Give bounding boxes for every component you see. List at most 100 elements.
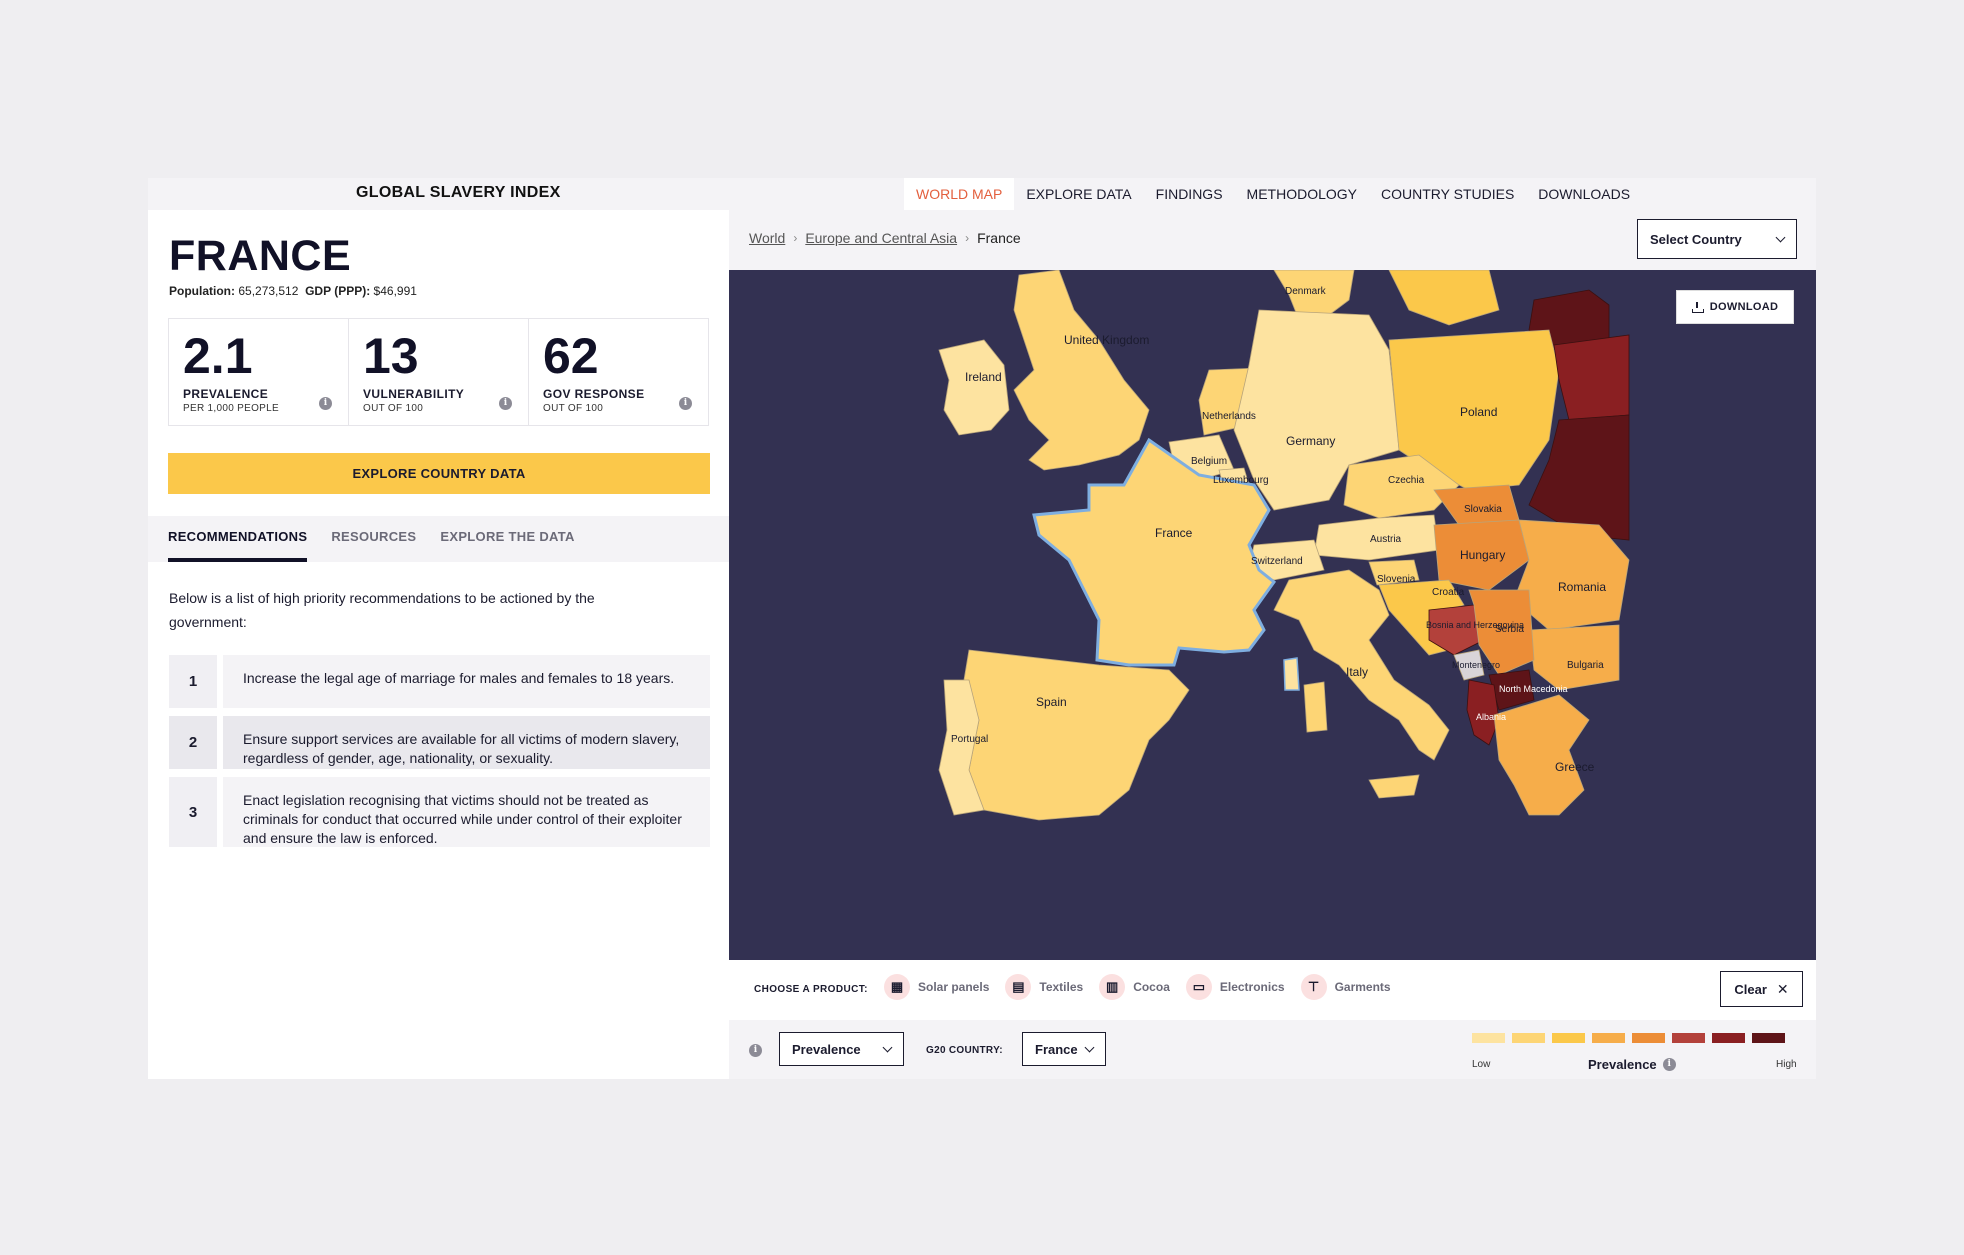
product-filter-bar: CHOOSE A PRODUCT: ▦ Solar panels ▤ Texti… xyxy=(729,960,1816,1020)
info-icon[interactable]: i xyxy=(499,397,512,410)
legend-title-text: Prevalence xyxy=(1588,1057,1657,1072)
country-title: FRANCE xyxy=(169,232,352,280)
product-solar-panels[interactable]: ▦ Solar panels xyxy=(884,974,989,1000)
select-country-dropdown[interactable]: Select Country xyxy=(1637,219,1797,259)
product-label: Cocoa xyxy=(1133,980,1170,994)
stat-label: PREVALENCE xyxy=(183,387,269,401)
tab-resources[interactable]: RESOURCES xyxy=(331,529,417,544)
recommendations-intro: Below is a list of high priority recomme… xyxy=(169,590,595,630)
info-icon[interactable]: i xyxy=(1662,1058,1676,1071)
breadcrumb-current: France xyxy=(977,230,1021,246)
legend-swatch xyxy=(1672,1033,1705,1043)
legend-swatch xyxy=(1512,1033,1545,1043)
map-svg xyxy=(938,270,1630,821)
info-icon[interactable]: i xyxy=(319,397,332,410)
list-item: 1 Increase the legal age of marriage for… xyxy=(169,655,710,708)
brand-logo[interactable]: GLOBAL SLAVERY INDEX xyxy=(356,184,561,201)
select-country-label: Select Country xyxy=(1650,231,1742,247)
clear-label: Clear xyxy=(1734,981,1767,997)
country-czechia xyxy=(1343,454,1460,519)
legend-low-label: Low xyxy=(1472,1059,1491,1070)
map-label-romania: Romania xyxy=(1558,580,1607,594)
map-label-czechia: Czechia xyxy=(1388,475,1425,486)
cocoa-icon: ▥ xyxy=(1099,974,1126,1000)
explore-country-data-button[interactable]: EXPLORE COUNTRY DATA xyxy=(168,453,710,494)
stats-row: 2.1 PREVALENCE PER 1,000 PEOPLE i 13 VUL… xyxy=(168,318,709,426)
product-textiles[interactable]: ▤ Textiles xyxy=(1005,974,1083,1000)
country-bosnia xyxy=(1428,604,1485,656)
map-label-spain: Spain xyxy=(1036,695,1067,709)
breadcrumb-world[interactable]: World xyxy=(749,230,786,246)
stat-vulnerability: 13 VULNERABILITY OUT OF 100 i xyxy=(349,319,529,425)
map-label-slovakia: Slovakia xyxy=(1464,504,1502,515)
country-spain xyxy=(963,649,1190,821)
close-icon: ✕ xyxy=(1776,980,1789,997)
chevron-down-icon xyxy=(1775,232,1786,242)
solar-panel-icon: ▦ xyxy=(884,974,910,1000)
textiles-icon: ▤ xyxy=(1005,974,1032,1000)
map-label-croatia: Croatia xyxy=(1432,587,1465,598)
map-label-austria: Austria xyxy=(1370,534,1402,545)
nav-explore-data[interactable]: EXPLORE DATA xyxy=(1026,186,1132,202)
map-label-portugal: Portugal xyxy=(951,734,989,745)
map-panel: World › Europe and Central Asia › France… xyxy=(729,210,1816,1079)
g20-select-value: France xyxy=(1035,1041,1078,1057)
nav-country-studies[interactable]: COUNTRY STUDIES xyxy=(1381,186,1515,202)
country-sweden xyxy=(1388,270,1500,326)
product-label: Solar panels xyxy=(918,980,990,994)
map-label-poland: Poland xyxy=(1460,405,1498,419)
map-label-hungary: Hungary xyxy=(1460,548,1506,562)
product-garments[interactable]: ⊤ Garments xyxy=(1300,974,1391,1000)
nav-downloads[interactable]: DOWNLOADS xyxy=(1538,186,1631,202)
stat-label: VULNERABILITY xyxy=(363,387,465,401)
map-label-serbia: Serbia xyxy=(1495,624,1524,635)
tab-explore-the-data[interactable]: EXPLORE THE DATA xyxy=(440,529,575,544)
legend-swatch xyxy=(1592,1033,1625,1043)
product-list: ▦ Solar panels ▤ Textiles ▥ Cocoa ▭ Elec… xyxy=(884,974,1407,1000)
top-navigation-bar: GLOBAL SLAVERY INDEX WORLD MAP EXPLORE D… xyxy=(148,178,1816,210)
stat-value: 13 xyxy=(363,328,419,384)
product-cocoa[interactable]: ▥ Cocoa xyxy=(1099,974,1170,1000)
map-label-luxembourg: Luxembourg xyxy=(1213,475,1269,486)
population-label: Population: xyxy=(169,284,235,298)
nav-world-map[interactable]: WORLD MAP xyxy=(904,178,1015,210)
breadcrumb: World › Europe and Central Asia › France xyxy=(749,230,1021,246)
info-icon[interactable]: i xyxy=(749,1044,762,1057)
g20-country-select[interactable]: France xyxy=(1022,1032,1106,1066)
list-item: 2 Ensure support services are available … xyxy=(169,716,710,769)
country-albania xyxy=(1466,679,1500,746)
g20-label: G20 COUNTRY: xyxy=(926,1045,1003,1056)
breadcrumb-region[interactable]: Europe and Central Asia xyxy=(805,230,958,246)
country-germany xyxy=(1233,309,1400,511)
nav-methodology[interactable]: METHODOLOGY xyxy=(1246,186,1357,202)
legend-swatch xyxy=(1472,1033,1505,1043)
product-electronics[interactable]: ▭ Electronics xyxy=(1185,974,1285,1000)
nav-findings[interactable]: FINDINGS xyxy=(1155,186,1223,202)
world-map[interactable]: Denmark United Kingdom Ireland Netherlan… xyxy=(729,270,1816,960)
breadcrumb-separator-icon: › xyxy=(965,231,970,245)
country-uk xyxy=(1013,270,1150,471)
map-label-greece: Greece xyxy=(1555,760,1595,774)
chevron-down-icon xyxy=(882,1042,893,1052)
recommendation-number: 3 xyxy=(169,777,217,847)
map-label-north-macedonia: North Macedonia xyxy=(1499,684,1568,694)
country-belarus xyxy=(1553,334,1630,421)
recommendation-number: 2 xyxy=(169,716,217,769)
stat-sublabel: PER 1,000 PEOPLE xyxy=(183,403,279,414)
map-label-uk: United Kingdom xyxy=(1064,333,1150,347)
map-label-montenegro: Montenegro xyxy=(1452,660,1501,670)
download-button[interactable]: DOWNLOAD xyxy=(1676,290,1794,324)
metric-select-value: Prevalence xyxy=(792,1041,861,1057)
map-label-albania: Albania xyxy=(1476,712,1507,722)
country-ireland xyxy=(938,339,1010,436)
metric-select[interactable]: Prevalence xyxy=(779,1032,904,1066)
country-romania xyxy=(1513,519,1630,631)
country-montenegro xyxy=(1453,649,1485,681)
clear-button[interactable]: Clear ✕ xyxy=(1720,971,1803,1007)
tab-recommendations[interactable]: RECOMMENDATIONS xyxy=(168,516,308,562)
info-icon[interactable]: i xyxy=(679,397,692,410)
download-icon xyxy=(1691,301,1704,313)
legend-high-label: High xyxy=(1776,1059,1797,1070)
country-italy xyxy=(1273,569,1450,761)
map-controls-bar: i Prevalence G20 COUNTRY: France Low Pre… xyxy=(729,1020,1816,1079)
